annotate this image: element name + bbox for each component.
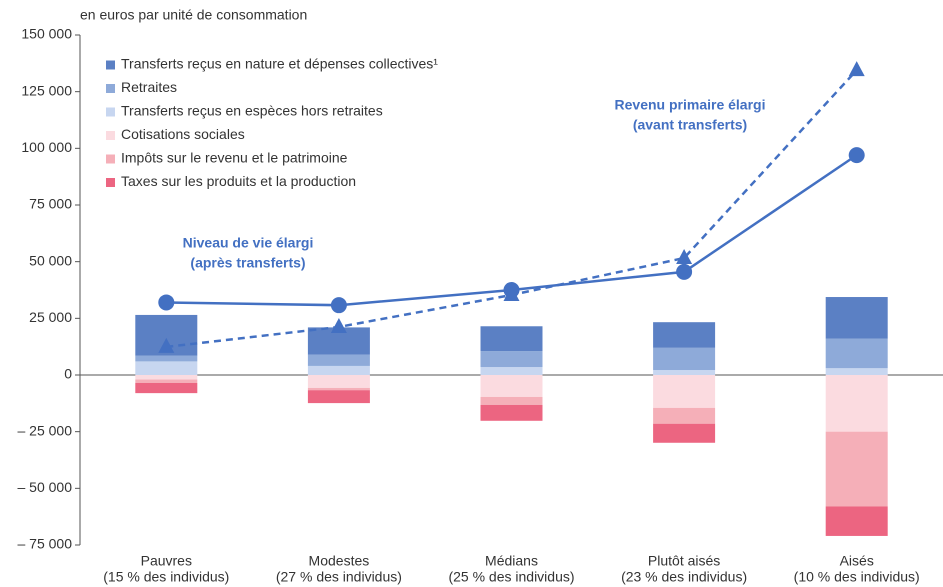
x-tick-label: (10 % des individus) xyxy=(794,569,920,585)
bar-segment xyxy=(307,387,370,391)
bar-segment xyxy=(653,370,716,375)
bar-segment xyxy=(480,396,543,405)
line-marker xyxy=(330,317,347,333)
bar-segment xyxy=(653,322,716,348)
bar-segment xyxy=(825,375,888,432)
bar-segment xyxy=(307,354,370,366)
legend-swatch xyxy=(106,60,115,70)
legend-label: Transferts reçus en nature et dépenses c… xyxy=(121,56,438,72)
line-annotation: (après transferts) xyxy=(190,255,305,271)
legend-swatch xyxy=(106,131,115,140)
bar-segment xyxy=(480,375,543,397)
line-marker xyxy=(676,263,693,280)
x-tick-label: (23 % des individus) xyxy=(621,569,747,585)
bar-segment xyxy=(825,431,888,507)
y-tick-label: 100 000 xyxy=(21,139,72,155)
legend-swatch xyxy=(106,154,115,164)
line-marker xyxy=(848,147,865,164)
bar-segment xyxy=(653,407,716,424)
bar-segment xyxy=(135,355,198,362)
x-tick-label: Modestes xyxy=(309,553,370,569)
y-tick-label: 75 000 xyxy=(29,196,72,212)
bar-segment xyxy=(480,326,543,352)
y-tick-label: 125 000 xyxy=(21,82,72,98)
legend-box xyxy=(95,50,513,198)
legend-label: Cotisations sociales xyxy=(121,126,245,142)
line-marker xyxy=(848,61,865,77)
y-tick-label: – 75 000 xyxy=(18,536,73,552)
bar-segment xyxy=(653,423,716,443)
bar-segment xyxy=(825,368,888,375)
line-marker xyxy=(158,337,175,353)
legend-label: Impôts sur le revenu et le patrimoine xyxy=(121,150,348,166)
line-marker xyxy=(503,285,520,301)
legend-swatch xyxy=(106,107,115,117)
bar-segment xyxy=(480,404,543,421)
legend-swatch xyxy=(106,84,115,93)
y-tick-label: 150 000 xyxy=(21,26,72,42)
bar-segment xyxy=(825,506,888,536)
bar-segment xyxy=(480,351,543,368)
x-tick-label: (27 % des individus) xyxy=(276,569,402,585)
y-tick-label: 25 000 xyxy=(29,309,72,325)
x-tick-label: (15 % des individus) xyxy=(103,569,229,585)
line-annotation: Niveau de vie élargi xyxy=(183,235,314,251)
legend-label: Taxes sur les produits et la production xyxy=(121,173,356,189)
x-tick-label: Pauvres xyxy=(141,553,192,569)
legend-label: Retraites xyxy=(121,79,177,95)
bar-segment xyxy=(135,379,198,383)
unit-label: en euros par unité de consommation xyxy=(80,7,307,23)
x-tick-label: Plutôt aisés xyxy=(648,553,720,569)
x-tick-label: Aisés xyxy=(840,553,874,569)
bar-segment xyxy=(135,382,198,394)
bar-segment xyxy=(135,375,198,380)
bar-segment xyxy=(653,347,716,371)
x-tick-label: (25 % des individus) xyxy=(448,569,574,585)
bar-segment xyxy=(825,297,888,339)
x-tick-label: Médians xyxy=(485,553,538,569)
y-tick-label: – 25 000 xyxy=(18,422,73,438)
line-annotation: (avant transferts) xyxy=(633,117,747,133)
bar-segment xyxy=(480,367,543,375)
legend-swatch xyxy=(106,178,115,187)
line-annotation: Revenu primaire élargi xyxy=(615,97,766,113)
legend-label: Transferts reçus en espèces hors retrait… xyxy=(121,103,383,119)
bar-segment xyxy=(307,365,370,375)
y-tick-label: – 50 000 xyxy=(18,479,73,495)
y-tick-label: 0 xyxy=(64,366,72,382)
bar-segment xyxy=(307,375,370,388)
bar-segment xyxy=(307,390,370,404)
line-marker xyxy=(158,294,175,311)
y-tick-label: 50 000 xyxy=(29,252,72,268)
bar-segment xyxy=(135,361,198,375)
bar-segment xyxy=(825,338,888,369)
line-marker xyxy=(676,249,693,265)
line-marker xyxy=(330,297,347,314)
bar-segment xyxy=(653,375,716,408)
